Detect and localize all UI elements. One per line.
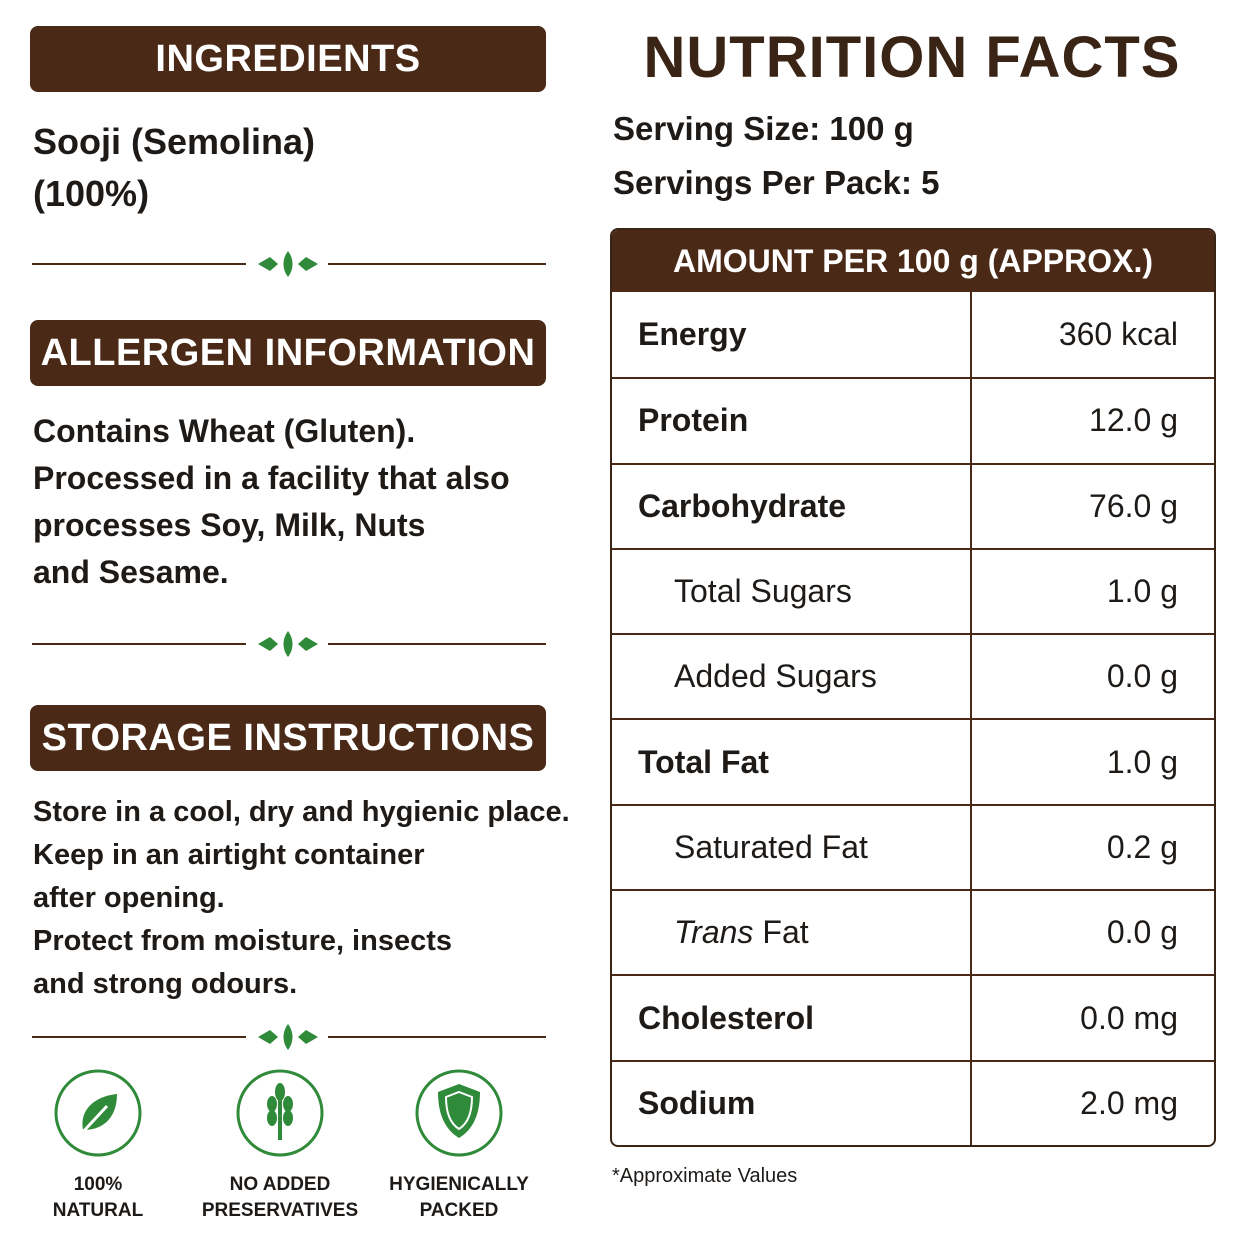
nutrient-label: Total Sugars <box>674 573 852 610</box>
text-line: and strong odours. <box>33 968 298 1000</box>
nutrient-row: Cholesterol 0.0 mg <box>612 974 1214 1060</box>
badge-icon <box>415 1069 503 1157</box>
text-line: Protect from moisture, insects <box>33 925 452 957</box>
badge: HYGIENICALLY PACKED <box>369 1068 549 1224</box>
nutrient-row: Sodium 2.0 mg <box>612 1059 1214 1145</box>
text-line: after opening. <box>33 882 225 914</box>
nutrient-row: Saturated Fat 0.2 g <box>612 803 1214 890</box>
ingredients-text: Sooji (Semolina) (100%) <box>33 116 315 220</box>
text-line: processes Soy, Milk, Nuts <box>33 507 426 543</box>
nutrition-title: NUTRITION FACTS <box>643 25 1181 90</box>
nutrient-row: Added Sugars 0.0 g <box>612 633 1214 719</box>
nutrient-label-cell: Sodium <box>612 1061 972 1145</box>
badge-icon <box>54 1069 142 1157</box>
nutrient-value: 1.0 g <box>1106 573 1178 610</box>
nutrient-label-cell: Added Sugars <box>612 635 972 719</box>
text-line: Keep in an airtight container <box>33 839 425 871</box>
nutrient-value: 12.0 g <box>1089 402 1178 439</box>
nutrient-label: Fat <box>762 914 809 951</box>
nutrient-label: Cholesterol <box>638 999 815 1036</box>
badge-line: NATURAL <box>52 1200 144 1221</box>
text-line: and Sesame. <box>33 554 229 590</box>
nutrient-label: Saturated Fat <box>674 828 868 865</box>
table-header: AMOUNT PER 100 g (APPROX.) <box>612 230 1214 292</box>
nutrient-label-cell: Protein <box>612 379 972 463</box>
nutrient-label-cell: Trans Fat <box>612 891 972 975</box>
divider <box>32 251 546 277</box>
nutrient-value: 76.0 g <box>1089 487 1178 524</box>
ingredients-heading: INGREDIENTS <box>30 26 546 92</box>
nutrient-value: 360 kcal <box>1058 316 1178 353</box>
nutrient-label-cell: Total Fat <box>612 720 972 804</box>
nutrient-value: 0.0 g <box>1106 914 1178 951</box>
nutrient-label: Added Sugars <box>674 658 877 695</box>
nutrient-label: Carbohydrate <box>638 487 847 524</box>
nutrient-row: Carbohydrate 76.0 g <box>612 462 1214 548</box>
nutrient-label-italic: Trans <box>674 914 754 951</box>
nutrient-label: Energy <box>638 316 747 353</box>
text-line: (100%) <box>33 173 150 214</box>
badge-line: PACKED <box>419 1200 499 1221</box>
nutrient-label-cell: Total Sugars <box>612 549 972 634</box>
text-line: Store in a cool, dry and hygienic place. <box>33 796 570 828</box>
nutrient-label-cell: Saturated Fat <box>612 805 972 890</box>
badge-icon <box>236 1069 324 1157</box>
nutrient-row: Energy 360 kcal <box>612 292 1214 378</box>
table-body: Energy 360 kcal Protein 12.0 g Carbohydrate 7… <box>612 292 1214 1145</box>
badge-line: NO ADDED <box>229 1174 331 1195</box>
divider <box>32 1024 546 1050</box>
badge-line: PRESERVATIVES <box>201 1200 359 1221</box>
nutrient-label: Sodium <box>638 1084 756 1121</box>
nutrient-value: 2.0 mg <box>1080 1084 1178 1121</box>
nutrient-label: Total Fat <box>638 743 769 780</box>
nutrient-row: Total Fat 1.0 g <box>612 718 1214 804</box>
nutrient-label-cell: Carbohydrate <box>612 464 972 548</box>
storage-text: Store in a cool, dry and hygienic place.… <box>33 791 570 1006</box>
footnote: *Approximate Values <box>612 1165 798 1187</box>
nutrient-label-cell: Cholesterol <box>612 976 972 1060</box>
text-line: Processed in a facility that also <box>33 460 510 496</box>
nutrition-table: AMOUNT PER 100 g (APPROX.) Energy 360 kca… <box>610 228 1216 1147</box>
nutrient-value: 0.2 g <box>1106 828 1178 865</box>
badge-line: HYGIENICALLY <box>389 1174 529 1195</box>
badge: NO ADDED PRESERVATIVES <box>190 1068 370 1224</box>
servings-per-pack: Servings Per Pack: 5 <box>613 164 940 201</box>
nutrient-row: Protein 12.0 g <box>612 377 1214 463</box>
badge-line: 100% <box>73 1174 123 1195</box>
nutrient-label-cell: Energy <box>612 292 972 378</box>
badge: 100% NATURAL <box>8 1068 188 1224</box>
divider <box>32 631 546 657</box>
allergen-text: Contains Wheat (Gluten). Processed in a f… <box>33 408 510 596</box>
nutrient-row: Trans Fat 0.0 g <box>612 889 1214 975</box>
nutrient-value: 1.0 g <box>1106 743 1178 780</box>
serving-size: Serving Size: 100 g <box>613 110 914 147</box>
nutrient-value: 0.0 mg <box>1080 999 1178 1036</box>
storage-heading: STORAGE INSTRUCTIONS <box>30 705 546 771</box>
allergen-heading: ALLERGEN INFORMATION <box>30 320 546 386</box>
nutrient-row: Total Sugars 1.0 g <box>612 547 1214 634</box>
nutrient-label: Protein <box>638 402 749 439</box>
nutrient-value: 0.0 g <box>1106 658 1178 695</box>
text-line: Sooji (Semolina) <box>33 121 316 162</box>
text-line: Contains Wheat (Gluten). <box>33 413 416 449</box>
